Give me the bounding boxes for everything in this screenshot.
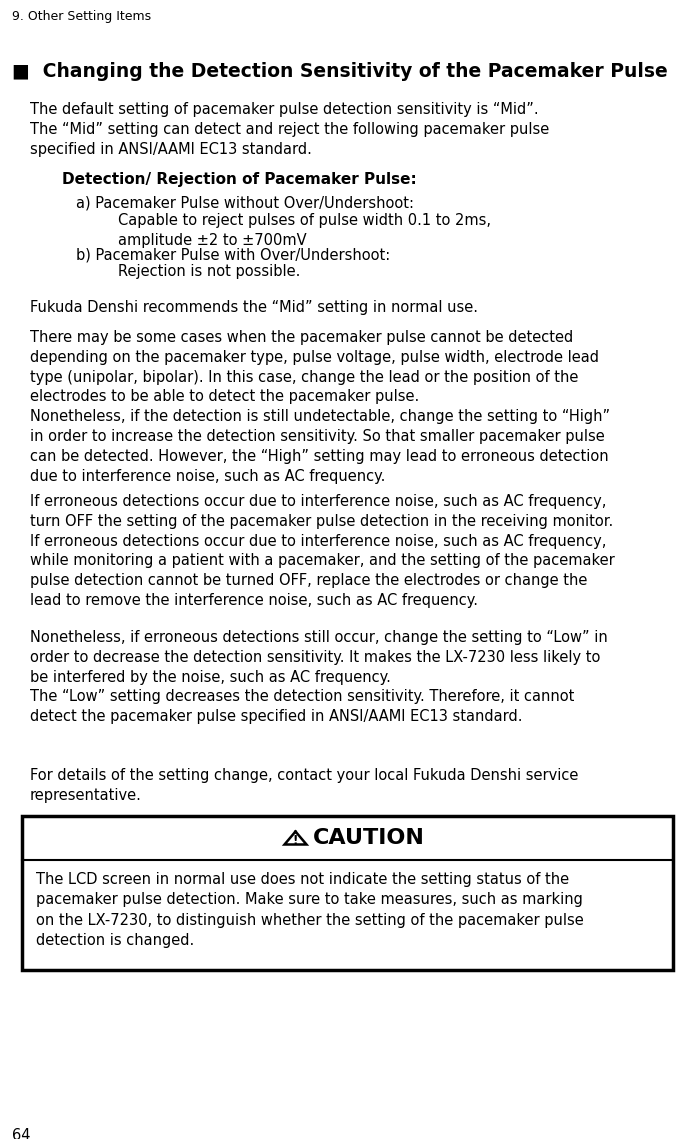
Text: Capable to reject pulses of pulse width 0.1 to 2ms,
amplitude ±2 to ±700mV: Capable to reject pulses of pulse width … bbox=[118, 213, 491, 248]
Text: Detection/ Rejection of Pacemaker Pulse:: Detection/ Rejection of Pacemaker Pulse: bbox=[62, 172, 417, 187]
Text: There may be some cases when the pacemaker pulse cannot be detected
depending on: There may be some cases when the pacemak… bbox=[30, 330, 610, 484]
Bar bbox=[22, 816, 673, 970]
Text: 64: 64 bbox=[12, 1128, 31, 1139]
Text: CAUTION: CAUTION bbox=[313, 828, 425, 849]
Text: The LCD screen in normal use does not indicate the setting status of the
pacemak: The LCD screen in normal use does not in… bbox=[36, 872, 584, 948]
Text: For details of the setting change, contact your local Fukuda Denshi service
repr: For details of the setting change, conta… bbox=[30, 768, 578, 803]
Text: ■  Changing the Detection Sensitivity of the Pacemaker Pulse: ■ Changing the Detection Sensitivity of … bbox=[12, 62, 668, 81]
Text: The default setting of pacemaker pulse detection sensitivity is “Mid”.
The “Mid”: The default setting of pacemaker pulse d… bbox=[30, 103, 549, 156]
Text: Nonetheless, if erroneous detections still occur, change the setting to “Low” in: Nonetheless, if erroneous detections sti… bbox=[30, 630, 607, 724]
Text: Rejection is not possible.: Rejection is not possible. bbox=[118, 264, 300, 279]
Text: !: ! bbox=[293, 834, 298, 846]
Text: Fukuda Denshi recommends the “Mid” setting in normal use.: Fukuda Denshi recommends the “Mid” setti… bbox=[30, 300, 478, 316]
Text: b) Pacemaker Pulse with Over/Undershoot:: b) Pacemaker Pulse with Over/Undershoot: bbox=[76, 248, 391, 263]
Text: a) Pacemaker Pulse without Over/Undershoot:: a) Pacemaker Pulse without Over/Undersho… bbox=[76, 196, 414, 211]
Text: If erroneous detections occur due to interference noise, such as AC frequency,
t: If erroneous detections occur due to int… bbox=[30, 494, 615, 608]
Text: 9. Other Setting Items: 9. Other Setting Items bbox=[12, 10, 151, 23]
